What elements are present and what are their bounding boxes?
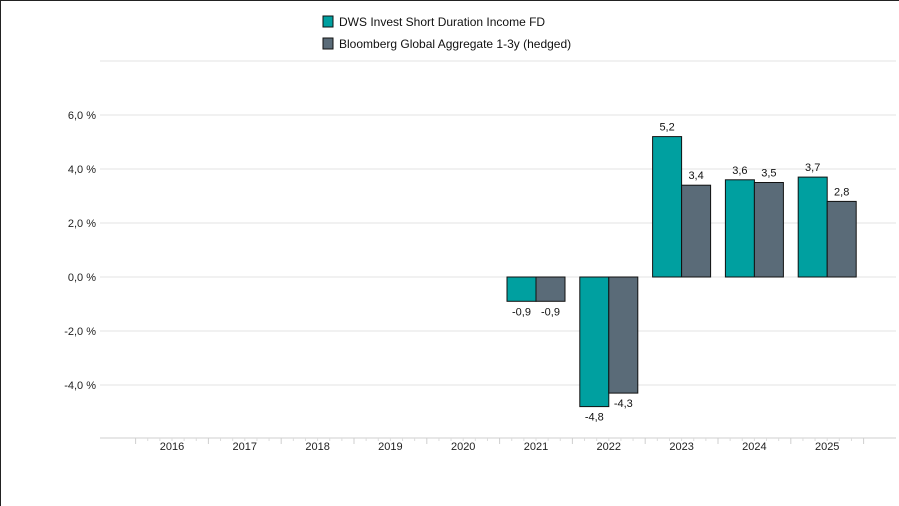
y-tick-label: 2,0 % [68, 218, 96, 230]
x-tick-label: 2024 [742, 441, 766, 453]
y-tick-label: 6,0 % [68, 110, 96, 122]
bar [579, 276, 610, 408]
x-tick-label: 2016 [160, 441, 184, 453]
legend-label: Bloomberg Global Aggregate 1-3y (hedged) [339, 37, 571, 51]
x-tick-label: 2017 [233, 441, 257, 453]
data-label: -4,8 [585, 412, 604, 424]
y-axis-ticks: 6,0 % 4,0 % 2,0 % 0,0 % -2,0 % -4,0 % [64, 110, 96, 392]
bar [724, 179, 755, 278]
x-tick-label: 2019 [378, 441, 402, 453]
bar [535, 276, 566, 302]
legend-swatch [322, 37, 334, 50]
x-tick-label: 2023 [669, 441, 693, 453]
data-label: -0,9 [512, 306, 531, 318]
data-label: -4,3 [614, 398, 633, 410]
y-tick-label: 4,0 % [68, 164, 96, 176]
data-label: 5,2 [659, 122, 674, 134]
bar [506, 276, 537, 302]
x-axis: 2016 2017 2018 2019 2020 2021 2022 2023 2024 2025 [100, 437, 896, 453]
y-tick-label: 0,0 % [68, 272, 96, 284]
data-label: 3,6 [732, 165, 747, 177]
bar [826, 200, 857, 278]
data-label: 2,8 [834, 186, 849, 198]
legend-label: DWS Invest Short Duration Income FD [339, 15, 545, 29]
x-tick-label: 2022 [597, 441, 621, 453]
y-tick-label: -4,0 % [64, 380, 96, 392]
data-label: 3,5 [761, 168, 776, 180]
bar [753, 182, 784, 278]
data-label: 3,4 [688, 170, 703, 182]
bars: -0,9 -4,8 5,2 3,6 3,7 -0,9 -4,3 3,4 3,5 2,8 [506, 122, 857, 424]
legend-swatch [322, 15, 334, 28]
x-tick-label: 2020 [451, 441, 475, 453]
data-label: 3,7 [805, 162, 820, 174]
y-tick-label: -2,0 % [64, 326, 96, 338]
data-label: -0,9 [541, 306, 560, 318]
bar [681, 184, 712, 278]
x-tick-label: 2025 [815, 441, 839, 453]
bar [652, 136, 683, 278]
legend: DWS Invest Short Duration Income FD Bloom… [322, 15, 571, 51]
bar [797, 176, 828, 278]
x-tick-label: 2018 [305, 441, 329, 453]
bar [608, 276, 639, 394]
x-tick-label: 2021 [524, 441, 548, 453]
